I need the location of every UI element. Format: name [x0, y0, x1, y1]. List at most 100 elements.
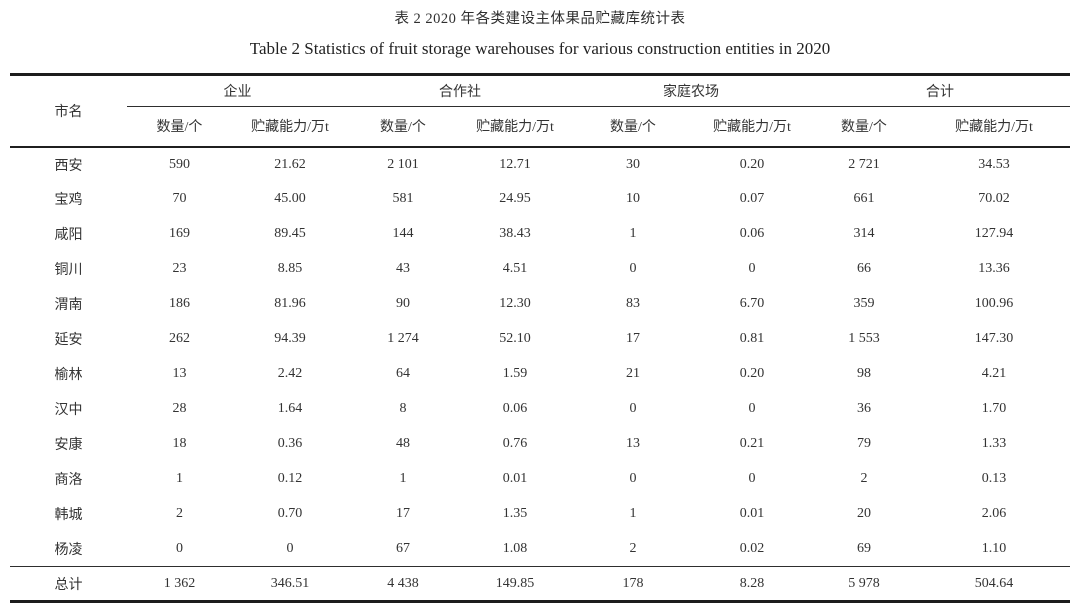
- group-header-cooperative: 合作社: [348, 74, 572, 107]
- value-cell: 24.95: [499, 191, 531, 206]
- value-cell: 359: [853, 296, 875, 311]
- value-cell: 30: [626, 156, 640, 172]
- table-row: 商洛 1 0.12 1 0.01 0 0 2 0.13: [10, 462, 1070, 497]
- value-cell: 2.42: [277, 366, 303, 381]
- total-value-cell: 346.51: [232, 566, 348, 602]
- value-cell: 0.07: [739, 191, 765, 206]
- value-cell: 0: [748, 471, 756, 486]
- value-cell: 1.08: [502, 540, 528, 556]
- total-value-cell: 5 978: [810, 566, 918, 602]
- value-cell: 94.39: [274, 331, 306, 346]
- total-capacity-header: 贮藏能力/万t: [918, 106, 1070, 148]
- value-cell: 70.02: [978, 191, 1010, 206]
- table-header: 市名 企业 合作社 家庭农场 合计 数量/个 贮藏能力/万t 数量/个 贮藏能力…: [10, 74, 1070, 148]
- total-quantity-header: 数量/个: [810, 106, 918, 148]
- table-row: 安康 18 0.36 48 0.76 13 0.21 79 1.33: [10, 427, 1070, 462]
- table-row: 渭南 186 81.96 90 12.30 83 6.70 359 100.96: [10, 287, 1070, 322]
- value-cell: 17: [626, 331, 640, 346]
- value-cell: 2.06: [981, 506, 1007, 521]
- value-cell: 0.12: [277, 471, 303, 486]
- value-cell: 0.13: [981, 471, 1007, 486]
- value-cell: 20: [857, 506, 871, 521]
- total-value-cell: 1 362: [127, 566, 232, 602]
- value-cell: 314: [853, 226, 875, 241]
- cooperative-quantity-header: 数量/个: [348, 106, 458, 148]
- value-cell: 12.71: [499, 156, 531, 172]
- value-cell: 590: [169, 156, 190, 172]
- city-cell: 汉中: [54, 403, 83, 418]
- city-cell: 安康: [54, 438, 83, 453]
- value-cell: 0.76: [502, 436, 528, 451]
- value-cell: 52.10: [499, 331, 531, 346]
- table-row: 杨凌 0 0 67 1.08 2 0.02 69 1.10: [10, 532, 1070, 567]
- value-cell: 0.02: [739, 540, 765, 556]
- value-cell: 1.33: [981, 436, 1007, 451]
- total-row: 总计 1 362 346.51 4 438 149.85 178 8.28 5 978 504.…: [10, 566, 1070, 602]
- value-cell: 13: [626, 436, 640, 451]
- value-cell: 581: [392, 191, 414, 206]
- city-cell: 韩城: [54, 508, 83, 523]
- value-cell: 18: [172, 436, 187, 451]
- value-cell: 13: [172, 366, 187, 381]
- value-cell: 1.35: [502, 506, 528, 521]
- value-cell: 4.21: [981, 366, 1007, 381]
- value-cell: 1: [176, 471, 183, 486]
- value-cell: 64: [396, 366, 410, 381]
- value-cell: 23: [172, 261, 187, 276]
- group-header-family-farm: 家庭农场: [572, 74, 810, 107]
- value-cell: 2: [629, 540, 637, 556]
- value-cell: 98: [857, 366, 871, 381]
- value-cell: 0: [629, 261, 637, 276]
- value-cell: 2: [860, 471, 868, 486]
- sub-header-row: 数量/个 贮藏能力/万t 数量/个 贮藏能力/万t 数量/个 贮藏能力/万t 数…: [10, 106, 1070, 148]
- city-cell: 商洛: [54, 473, 83, 488]
- city-cell: 渭南: [54, 298, 83, 313]
- value-cell: 8.85: [277, 261, 303, 276]
- value-cell: 34.53: [978, 156, 1010, 172]
- value-cell: 12.30: [499, 296, 531, 311]
- value-cell: 89.45: [274, 226, 306, 241]
- table-row: 铜川 23 8.85 43 4.51 0 0 66 13.36: [10, 252, 1070, 287]
- total-value-cell: 504.64: [918, 566, 1070, 602]
- enterprise-quantity-header: 数量/个: [127, 106, 232, 148]
- cooperative-capacity-header: 贮藏能力/万t: [458, 106, 572, 148]
- value-cell: 0.81: [739, 331, 765, 346]
- table-row: 榆林 13 2.42 64 1.59 21 0.20 98 4.21: [10, 357, 1070, 392]
- value-cell: 2 101: [387, 156, 419, 172]
- value-cell: 144: [392, 226, 414, 241]
- table-body: 西安 590 21.62 2 101 12.71 30 0.20 2 721 34.53 宝鸡 70…: [10, 147, 1070, 567]
- value-cell: 81.96: [274, 296, 306, 311]
- value-cell: 0: [748, 261, 756, 276]
- value-cell: 147.30: [974, 331, 1014, 346]
- city-cell: 咸阳: [54, 228, 83, 243]
- city-cell: 宝鸡: [54, 193, 83, 208]
- value-cell: 0.36: [277, 436, 303, 451]
- table-caption-english: Table 2 Statistics of fruit storage ware…: [249, 39, 831, 58]
- value-cell: 1.64: [277, 401, 303, 416]
- value-cell: 0.70: [277, 506, 303, 521]
- value-cell: 90: [396, 296, 410, 311]
- value-cell: 0.20: [739, 156, 765, 172]
- value-cell: 83: [626, 296, 640, 311]
- value-cell: 69: [857, 540, 871, 556]
- value-cell: 169: [169, 226, 190, 241]
- table-row: 宝鸡 70 45.00 581 24.95 10 0.07 661 70.02: [10, 182, 1070, 217]
- value-cell: 6.70: [739, 296, 765, 311]
- value-cell: 10: [626, 191, 640, 206]
- value-cell: 1: [399, 471, 407, 486]
- value-cell: 1: [629, 226, 637, 241]
- value-cell: 0: [286, 540, 294, 556]
- total-value-cell: 178: [572, 566, 694, 602]
- value-cell: 0: [748, 401, 756, 416]
- value-cell: 17: [396, 506, 410, 521]
- value-cell: 1.10: [981, 540, 1007, 556]
- value-cell: 0: [629, 471, 637, 486]
- value-cell: 0: [629, 401, 637, 416]
- table-caption-chinese: 表 2 2020 年各类建设主体果品贮藏库统计表: [394, 11, 686, 27]
- value-cell: 186: [169, 296, 190, 311]
- city-cell: 杨凌: [54, 542, 83, 558]
- value-cell: 66: [857, 261, 871, 276]
- value-cell: 2: [176, 506, 183, 521]
- value-cell: 36: [857, 401, 871, 416]
